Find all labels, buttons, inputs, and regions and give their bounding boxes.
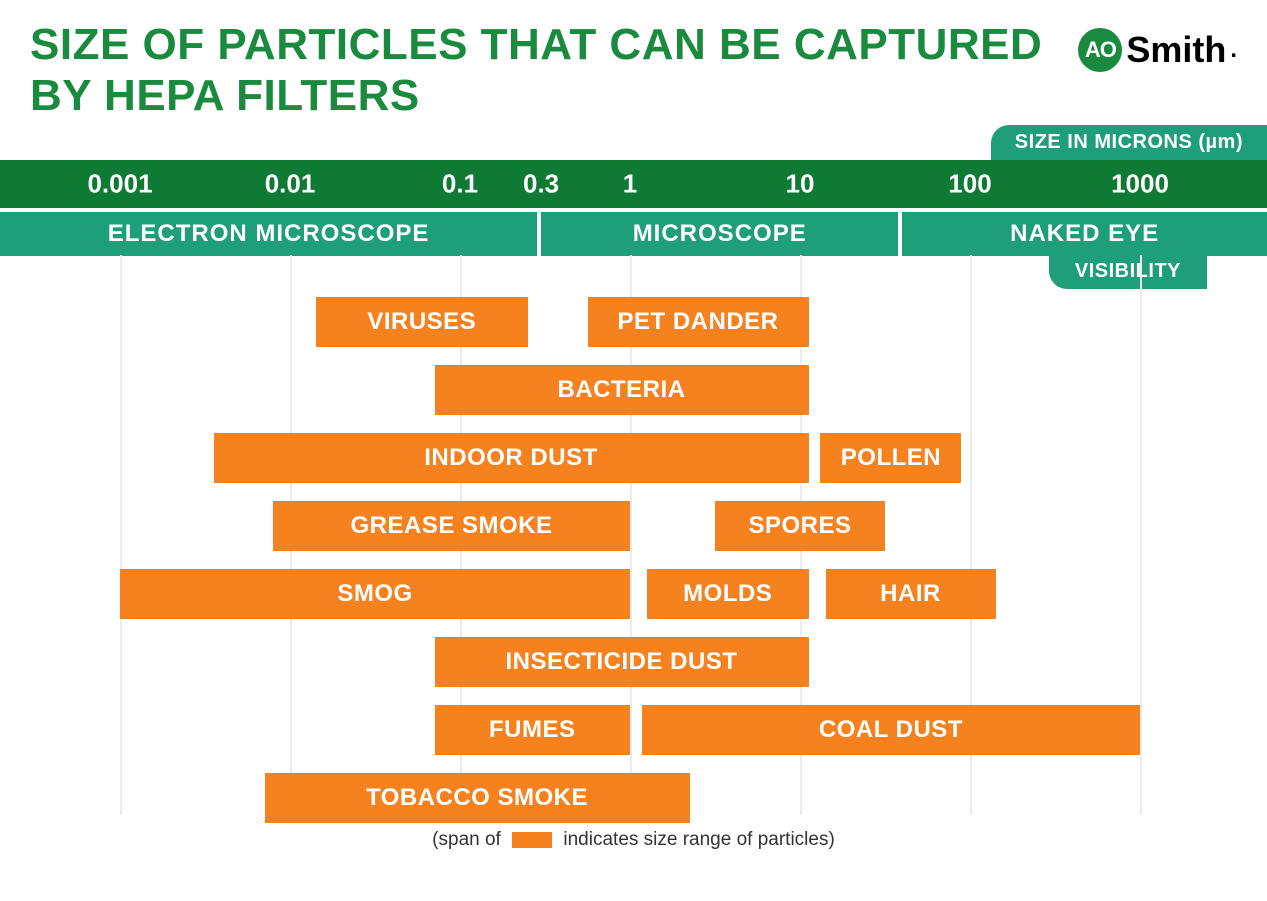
legend-prefix: (span of (432, 829, 501, 850)
axis-tick: 0.01 (265, 169, 316, 200)
particle-bar: INSECTICIDE DUST (435, 637, 809, 687)
size-units-label: SIZE IN MICRONS (µm) (991, 125, 1267, 160)
axis-tick: 100 (948, 169, 991, 200)
particle-bar: GREASE SMOKE (273, 501, 630, 551)
particle-bar: HAIR (826, 569, 996, 619)
particle-bar: VIRUSES (316, 297, 529, 347)
particle-bar: SPORES (715, 501, 885, 551)
visibility-segment: MICROSCOPE (541, 212, 902, 256)
legend: (span of indicates size range of particl… (0, 829, 1267, 851)
particle-bar: BACTERIA (435, 365, 809, 415)
particle-chart: VIRUSES PET DANDER BACTERIA INDOOR DUSTPOLL… (0, 255, 1267, 815)
legend-suffix: indicates size range of particles) (563, 829, 834, 850)
axis-tick: 1000 (1111, 169, 1169, 200)
axis-tick: 0.001 (87, 169, 152, 200)
particle-bar: PET DANDER (588, 297, 809, 347)
brand-logo-text: Smith (1126, 29, 1226, 71)
brand-logo-circle: AO (1078, 28, 1122, 72)
particle-bar: SMOG (120, 569, 630, 619)
visibility-segment: ELECTRON MICROSCOPE (0, 212, 541, 256)
visibility-range-bar: ELECTRON MICROSCOPEMICROSCOPENAKED EYE (0, 208, 1267, 256)
particle-bar: COAL DUST (642, 705, 1140, 755)
particle-bar: MOLDS (647, 569, 809, 619)
particle-bar: TOBACCO SMOKE (265, 773, 690, 823)
header: SIZE OF PARTICLES THAT CAN BE CAPTURED B… (0, 0, 1267, 131)
axis-tick: 0.3 (523, 169, 559, 200)
axis-tick: 1 (623, 169, 637, 200)
axis-tick: 10 (786, 169, 815, 200)
gridline (120, 255, 122, 815)
page-title: SIZE OF PARTICLES THAT CAN BE CAPTURED B… (30, 20, 1078, 121)
particle-bar: POLLEN (820, 433, 961, 483)
gridline (1140, 255, 1142, 815)
size-label-wrap: SIZE IN MICRONS (µm) (0, 125, 1267, 160)
brand-logo-dot: . (1230, 36, 1237, 64)
axis-tick: 0.1 (442, 169, 478, 200)
legend-swatch (512, 832, 552, 848)
particle-bar: FUMES (435, 705, 631, 755)
axis-scale-bar: 0.001 0.01 0.1 0.3 1 10 100 1000 (0, 160, 1267, 208)
brand-logo: AO Smith . (1078, 28, 1237, 72)
particle-bar: INDOOR DUST (214, 433, 809, 483)
visibility-segment: NAKED EYE (902, 212, 1267, 256)
